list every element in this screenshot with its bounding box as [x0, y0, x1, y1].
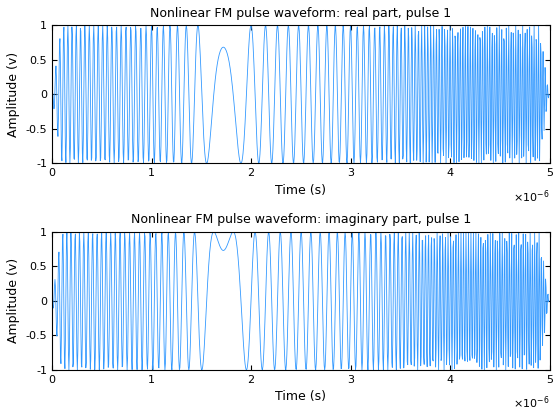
Y-axis label: Amplitude (v): Amplitude (v) [7, 258, 20, 344]
X-axis label: Time (s): Time (s) [276, 391, 326, 404]
Text: $\times10^{-6}$: $\times10^{-6}$ [513, 188, 549, 205]
X-axis label: Time (s): Time (s) [276, 184, 326, 197]
Title: Nonlinear FM pulse waveform: real part, pulse 1: Nonlinear FM pulse waveform: real part, … [150, 7, 451, 20]
Text: $\times10^{-6}$: $\times10^{-6}$ [513, 395, 549, 412]
Title: Nonlinear FM pulse waveform: imaginary part, pulse 1: Nonlinear FM pulse waveform: imaginary p… [130, 213, 471, 226]
Y-axis label: Amplitude (v): Amplitude (v) [7, 52, 20, 137]
